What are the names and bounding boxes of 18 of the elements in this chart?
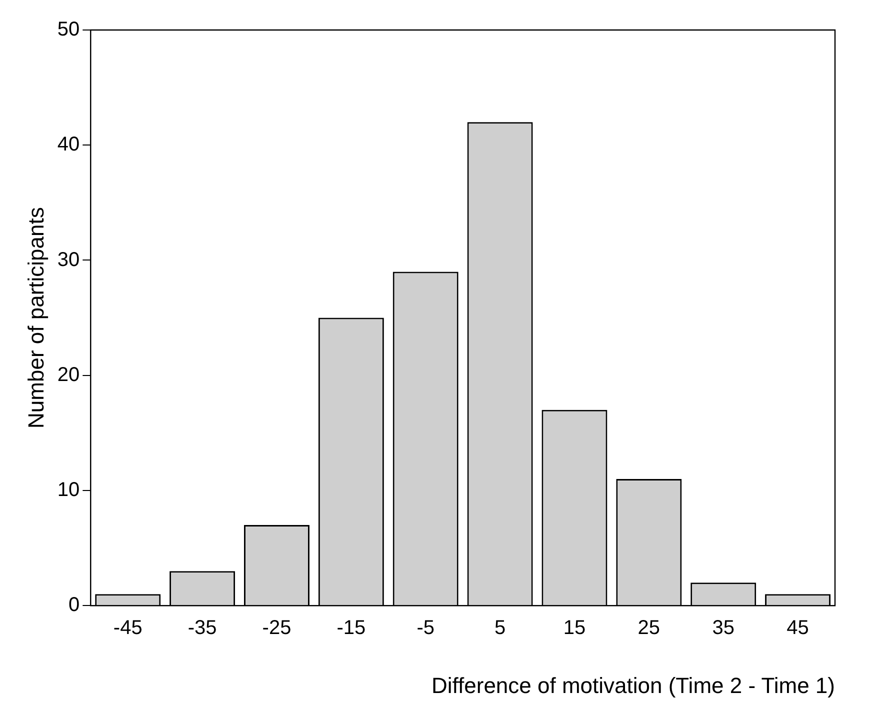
x-tick-label: 5: [494, 617, 506, 640]
x-tick-label: 15: [563, 617, 586, 640]
x-tick-label: -15: [336, 617, 366, 640]
y-tick-label: 30: [57, 248, 80, 271]
x-tick-label: 35: [712, 617, 734, 640]
y-tick-label: 20: [57, 364, 80, 386]
x-tick-label: -35: [188, 617, 217, 640]
x-tick-label: 25: [638, 617, 660, 640]
y-tick-label: 50: [57, 18, 80, 41]
x-tick-label: 45: [786, 617, 809, 640]
y-tick-label: 0: [68, 594, 80, 616]
x-tick-label: -5: [416, 617, 435, 640]
y-tick-label: 10: [57, 478, 80, 501]
y-tick-label: 40: [57, 134, 80, 156]
x-axis-title: Difference of motivation (Time 2 - Time 1): [432, 672, 835, 698]
y-axis-title: Number of participants: [23, 207, 48, 428]
x-tick-label: -45: [113, 617, 142, 640]
x-tick-label: -25: [262, 617, 292, 640]
